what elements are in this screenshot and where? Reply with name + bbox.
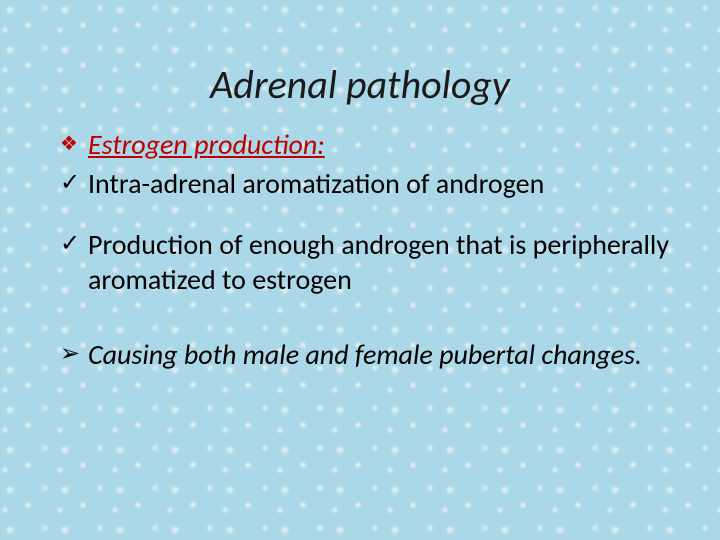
diamond-bullet-icon: ❖ bbox=[60, 127, 88, 161]
list-item-text: Production of enough androgen that is pe… bbox=[88, 227, 670, 297]
slide: Adrenal pathology ❖ Estrogen production:… bbox=[0, 0, 720, 540]
list-item: ➢ Causing both male and female pubertal … bbox=[60, 337, 670, 372]
arrow-icon: ➢ bbox=[60, 337, 88, 371]
check-icon: ✓ bbox=[60, 227, 88, 261]
spacer bbox=[60, 301, 670, 337]
subheading-row: ❖ Estrogen production: bbox=[60, 127, 670, 162]
list-item-text: Intra-adrenal aromatization of androgen bbox=[88, 166, 670, 201]
spacer bbox=[60, 205, 670, 227]
list-item-text: Causing both male and female pubertal ch… bbox=[88, 337, 670, 372]
check-icon: ✓ bbox=[60, 166, 88, 200]
list-item: ✓ Production of enough androgen that is … bbox=[60, 227, 670, 297]
list-item: ✓ Intra-adrenal aromatization of androge… bbox=[60, 166, 670, 201]
slide-title: Adrenal pathology bbox=[50, 60, 670, 109]
slide-body: ❖ Estrogen production: ✓ Intra-adrenal a… bbox=[60, 127, 670, 372]
subheading-text: Estrogen production: bbox=[88, 127, 670, 162]
